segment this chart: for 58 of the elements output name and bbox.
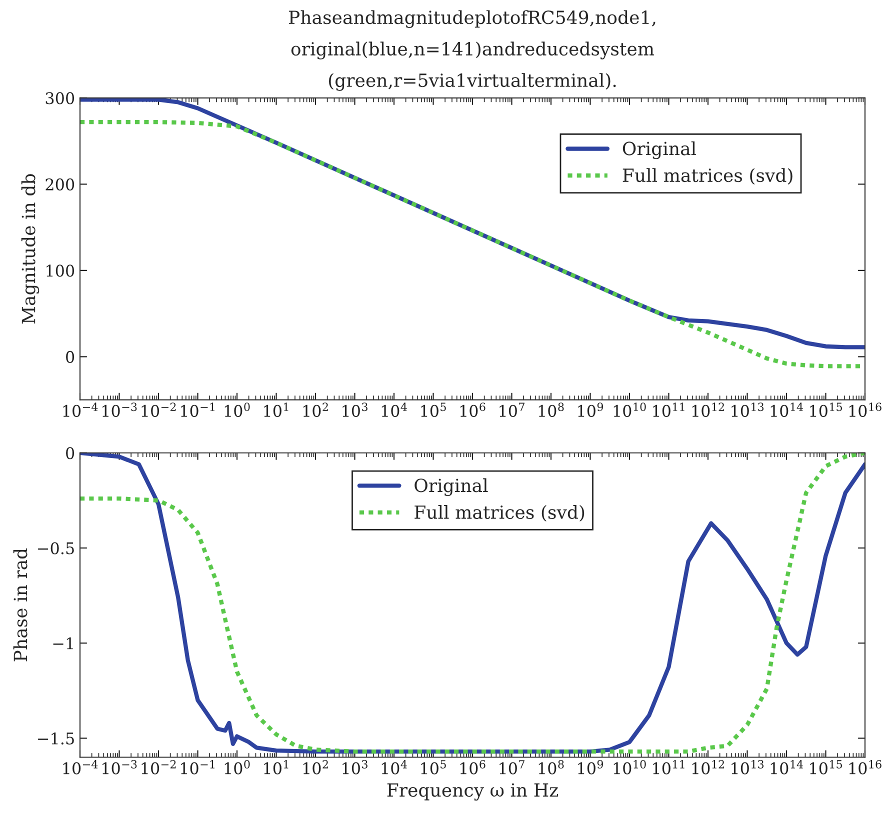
x-tick-label: 10$^{5}$ [421,402,446,417]
x-tick-label: 10$^{11}$ [653,760,684,774]
x-tick-label: 10$^{−4}$ [63,402,98,417]
x-tick-label: 10$^{16}$ [849,402,882,417]
y-tick-label: −0.5 [38,542,74,554]
x-tick-label: 10$^{3}$ [342,760,368,774]
x-tick-label: 10$^{13}$ [732,402,764,417]
x-tick-label: 10$^{−1}$ [181,402,214,417]
x-tick-label: 10$^{14}$ [770,760,804,774]
legend-label: Original [622,141,696,160]
x-tick-label: 10$^{9}$ [578,402,604,417]
x-tick-label: 10$^{6}$ [460,402,486,417]
x-tick-label: 10$^{10}$ [614,760,646,774]
x-tick-label: 10$^{5}$ [421,760,446,774]
x-tick-label: 10$^{2}$ [303,402,328,417]
x-tick-label: 10$^{11}$ [653,402,684,417]
x-tick-label: 10$^{7}$ [500,760,524,774]
y-tick-label: −1 [53,637,73,650]
chart-title: PhaseandmagnitudeplotofRC549,node1, original(blue,n=141)andreducedsystem (green,r=5via1virtualterminal). [288,10,656,91]
y-tick-label: 200 [46,178,74,190]
y-tick-label: 0 [66,350,74,364]
x-tick-label: 10$^{12}$ [692,760,724,774]
x-tick-label: 10$^{4}$ [382,402,407,417]
x-tick-label: 10$^{−4}$ [63,760,98,774]
x-tick-label: 10$^{9}$ [578,760,604,774]
y-tick-label: 300 [46,92,74,104]
x-tick-label: 10$^{8}$ [538,402,564,417]
x-tick-label: 10$^{15}$ [810,402,842,417]
legend-label: Full matrices (svd) [414,505,584,522]
x-tick-label: 10$^{8}$ [538,760,564,774]
x-tick-label: 10$^{12}$ [692,402,724,417]
x-tick-label: 10$^{1}$ [264,760,288,774]
y-tick-label: 100 [46,264,74,277]
x-tick-label: 10$^{0}$ [224,760,250,774]
y-tick-label: −1.5 [38,732,74,745]
x-tick-label: 10$^{13}$ [732,760,764,774]
x-tick-label: 10$^{7}$ [500,402,524,417]
x-tick-label: 10$^{−2}$ [142,402,176,417]
legend-label: Original [414,478,488,496]
x-tick-label: 10$^{10}$ [614,402,646,417]
x-tick-label: 10$^{1}$ [264,402,288,417]
x-tick-label: 10$^{−2}$ [142,760,176,774]
legend-label: Full matrices (svd) [622,168,792,185]
y-axis-title: Phase in rad [13,548,28,662]
x-tick-label: 10$^{15}$ [810,760,842,774]
x-tick-label: 10$^{14}$ [770,402,804,417]
x-tick-label: 10$^{−1}$ [181,760,214,774]
y-tick-label: 0 [66,447,74,460]
x-tick-label: 10$^{16}$ [849,760,882,774]
y-axis-title: Magnitude in db [21,174,40,324]
x-axis-title: Frequency ω in Hz [387,783,558,801]
x-tick-label: 10$^{3}$ [342,402,368,417]
x-tick-label: 10$^{6}$ [460,760,486,774]
x-tick-label: 10$^{−3}$ [102,760,137,774]
x-tick-label: 10$^{0}$ [224,402,250,417]
x-tick-label: 10$^{2}$ [303,760,328,774]
x-tick-label: 10$^{4}$ [382,760,407,774]
x-tick-label: 10$^{−3}$ [102,402,137,417]
